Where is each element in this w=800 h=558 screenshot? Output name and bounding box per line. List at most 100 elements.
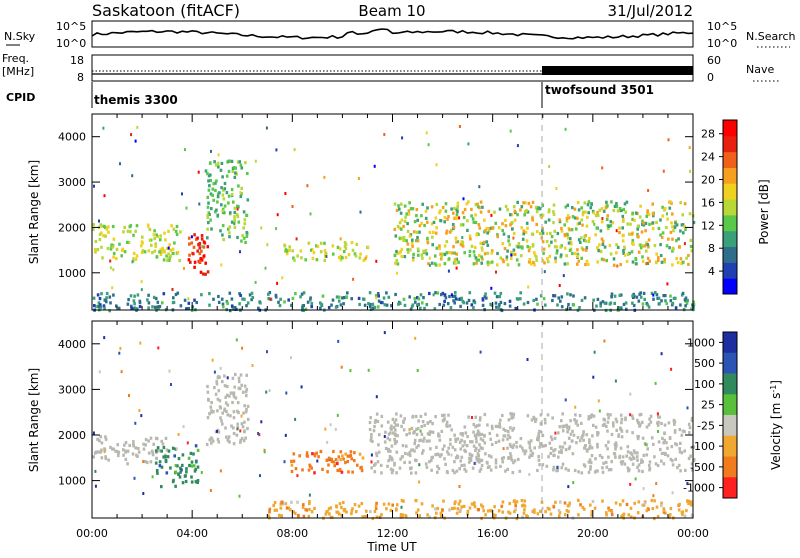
echo-cell (103, 224, 106, 228)
echo-cell (317, 455, 320, 459)
echo-cell (636, 224, 640, 228)
echo-speckle (209, 489, 212, 492)
echo-cell (399, 211, 403, 215)
echo-speckle (157, 346, 160, 350)
echo-speckle (325, 255, 328, 258)
echo-cell (602, 258, 606, 262)
echo-cell (368, 304, 372, 309)
echo-cell (472, 299, 476, 303)
echo-cell (485, 296, 488, 300)
echo-cell (506, 437, 509, 441)
echo-speckle (151, 475, 154, 479)
echo-cell (477, 232, 480, 236)
echo-cell (393, 227, 397, 231)
echo-cell (407, 209, 411, 213)
echo-cell (443, 216, 447, 220)
echo-cell (675, 443, 679, 447)
echo-cell (457, 260, 460, 264)
echo-cell (166, 246, 169, 250)
echo-cell (661, 231, 665, 235)
echo-cell (112, 237, 116, 241)
echo-cell (94, 250, 97, 254)
echo-cell (573, 207, 577, 211)
echo-cell (452, 225, 456, 229)
echo-cell (558, 425, 562, 429)
echo-cell (574, 413, 577, 417)
echo-cell (310, 466, 313, 470)
echo-cell (124, 457, 128, 461)
echo-cell (548, 254, 552, 259)
echo-cell (355, 510, 358, 514)
echo-cell (135, 254, 139, 258)
echo-cell (388, 438, 392, 442)
echo-cell (433, 262, 437, 266)
echo-cell (331, 298, 335, 302)
echo-cell (125, 240, 129, 244)
echo-cell (668, 436, 672, 440)
echo-cell (483, 441, 487, 445)
echo-cell (480, 255, 483, 259)
echo-speckle (316, 459, 319, 463)
echo-cell (154, 296, 158, 301)
echo-cell (682, 231, 685, 235)
echo-cell (671, 463, 675, 467)
echo-cell (243, 404, 246, 408)
echo-cell (531, 200, 535, 204)
echo-cell (194, 460, 198, 464)
echo-cell (633, 218, 636, 222)
echo-cell (577, 513, 580, 517)
echo-cell (306, 300, 310, 304)
echo-cell (468, 249, 472, 253)
echo-cell (673, 420, 677, 424)
echo-cell (172, 300, 176, 304)
echo-cell (604, 460, 608, 464)
echo-cell (188, 242, 191, 246)
echo-cell (371, 306, 375, 310)
echo-cell (546, 506, 550, 510)
echo-cell (231, 307, 235, 311)
echo-speckle (375, 296, 378, 300)
echo-cell (645, 249, 648, 253)
echo-cell (578, 414, 582, 418)
freq-label-line2: [MHz] (2, 65, 34, 78)
echo-cell (544, 510, 547, 514)
echo-speckle (109, 266, 112, 270)
echo-cell (285, 506, 289, 510)
echo-cell (547, 218, 551, 222)
colorbar-frame (722, 119, 738, 295)
echo-cell (641, 420, 644, 424)
echo-cell (241, 297, 244, 301)
echo-cell (227, 169, 231, 174)
echo-cell (277, 300, 280, 304)
echo-cell (517, 242, 521, 246)
echo-speckle (416, 369, 419, 372)
echo-cell (520, 254, 523, 258)
echo-cell (455, 213, 459, 217)
echo-cell (473, 434, 477, 438)
echo-cell (663, 438, 666, 442)
echo-cell (557, 296, 560, 300)
echo-cell (541, 203, 544, 207)
echo-cell (453, 251, 456, 255)
echo-cell (636, 511, 640, 515)
echo-cell (387, 295, 391, 299)
echo-cell (650, 436, 654, 440)
echo-cell (95, 305, 98, 309)
echo-cell (689, 454, 692, 458)
echo-cell (179, 466, 182, 470)
echo-cell (680, 433, 684, 437)
echo-cell (472, 262, 476, 266)
echo-cell (625, 502, 629, 507)
echo-speckle (572, 481, 575, 485)
echo-cell (630, 232, 634, 236)
echo-cell (239, 194, 243, 199)
echo-cell (153, 249, 157, 253)
power-echo-layer (92, 125, 696, 313)
echo-cell (424, 462, 428, 466)
echo-cell (334, 458, 338, 462)
echo-cell (237, 376, 241, 380)
echo-cell (681, 513, 684, 517)
echo-cell (102, 234, 105, 238)
echo-cell (675, 257, 678, 261)
echo-cell (577, 259, 581, 263)
